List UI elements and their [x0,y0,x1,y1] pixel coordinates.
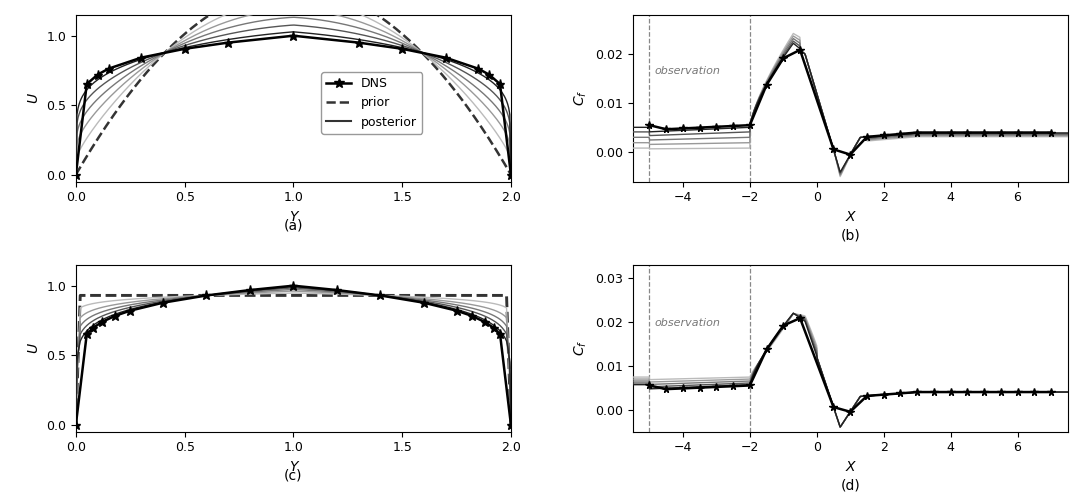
Text: (b): (b) [840,228,860,242]
Y-axis label: U: U [27,343,40,353]
Y-axis label: $C_f$: $C_f$ [573,340,590,356]
Y-axis label: U: U [27,93,40,103]
X-axis label: Y: Y [289,210,298,224]
Legend: DNS, prior, posterior: DNS, prior, posterior [321,72,422,133]
Text: (d): (d) [840,478,860,492]
Text: observation: observation [655,318,721,328]
X-axis label: X: X [846,460,855,474]
Text: observation: observation [655,65,721,76]
Text: (a): (a) [284,218,304,232]
X-axis label: Y: Y [289,460,298,474]
X-axis label: X: X [846,210,855,224]
Text: (c): (c) [284,468,302,482]
Y-axis label: $C_f$: $C_f$ [573,90,590,106]
